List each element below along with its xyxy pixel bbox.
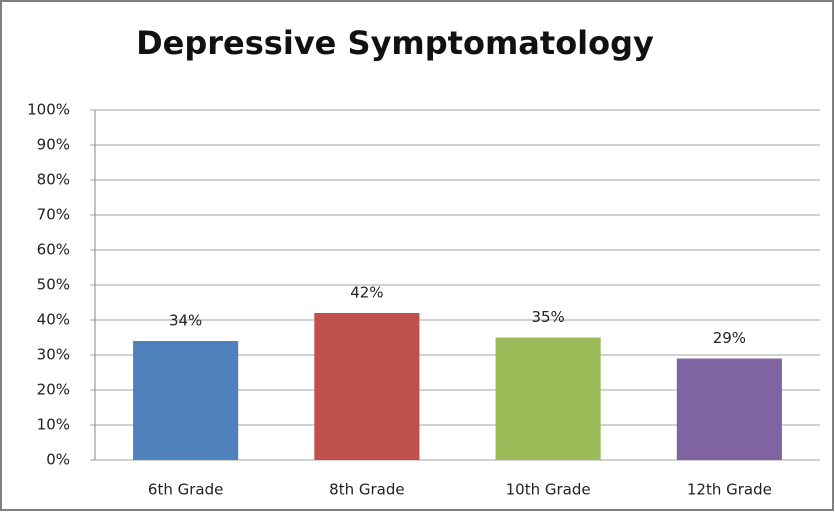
data-label: 34% — [169, 312, 202, 330]
data-label: 42% — [350, 284, 383, 302]
y-tick-label: 20% — [37, 381, 70, 399]
y-tick-label: 30% — [37, 346, 70, 364]
y-tick-label: 10% — [37, 416, 70, 434]
bar — [314, 313, 420, 460]
y-tick-label: 90% — [37, 136, 70, 154]
x-tick-label: 8th Grade — [329, 481, 404, 499]
chart-title: Depressive Symptomatology — [136, 24, 654, 62]
x-tick-label: 12th Grade — [687, 481, 772, 499]
x-tick-label: 6th Grade — [148, 481, 223, 499]
bar — [676, 358, 782, 460]
bar — [133, 341, 239, 460]
y-tick-label: 80% — [37, 171, 70, 189]
y-tick-label: 40% — [37, 311, 70, 329]
x-tick-label: 10th Grade — [506, 481, 591, 499]
y-tick-label: 70% — [37, 206, 70, 224]
y-tick-label: 60% — [37, 241, 70, 259]
y-tick-label: 0% — [46, 451, 70, 469]
bar — [495, 337, 601, 460]
y-tick-label: 50% — [37, 276, 70, 294]
data-label: 29% — [713, 329, 746, 347]
y-tick-label: 100% — [27, 101, 70, 119]
data-label: 35% — [531, 308, 564, 326]
